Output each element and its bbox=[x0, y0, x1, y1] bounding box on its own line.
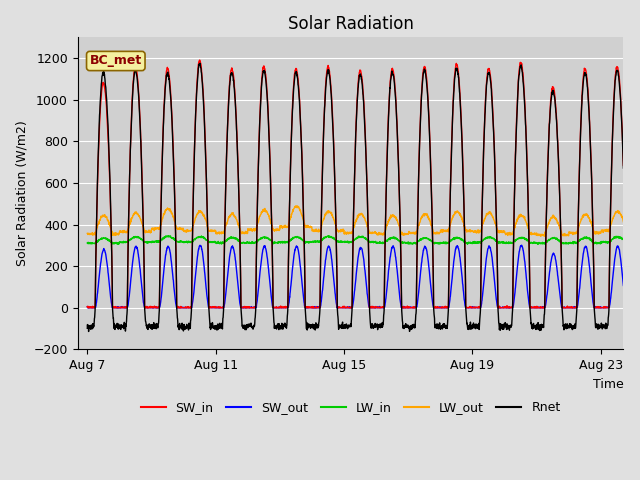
SW_out bbox=[248, 304, 255, 310]
LW_in bbox=[629, 240, 637, 245]
Y-axis label: Solar Radiation (W/m2): Solar Radiation (W/m2) bbox=[15, 120, 28, 266]
SW_out bbox=[83, 304, 91, 310]
Line: LW_out: LW_out bbox=[87, 206, 633, 236]
LW_out bbox=[201, 216, 209, 222]
Rnet bbox=[629, 327, 637, 333]
SW_in bbox=[84, 305, 92, 311]
Line: Rnet: Rnet bbox=[87, 63, 633, 332]
LW_in bbox=[514, 236, 522, 242]
SW_out bbox=[127, 282, 134, 288]
SW_out bbox=[514, 264, 522, 269]
SW_in bbox=[248, 304, 255, 310]
Line: SW_out: SW_out bbox=[87, 245, 633, 308]
SW_in bbox=[514, 90, 522, 96]
LW_in bbox=[202, 236, 209, 241]
X-axis label: Time: Time bbox=[593, 378, 623, 391]
LW_in bbox=[248, 240, 255, 245]
LW_out bbox=[537, 233, 545, 239]
LW_out bbox=[194, 210, 202, 216]
LW_in bbox=[83, 240, 91, 246]
Rnet bbox=[384, 136, 392, 142]
Rnet bbox=[514, 94, 522, 99]
SW_in bbox=[202, 144, 209, 150]
LW_out bbox=[247, 226, 255, 231]
Rnet bbox=[248, 323, 255, 329]
SW_in bbox=[196, 57, 204, 63]
SW_out bbox=[202, 276, 209, 281]
SW_in bbox=[127, 146, 134, 152]
LW_out bbox=[629, 228, 637, 234]
SW_out bbox=[195, 249, 202, 254]
LW_in bbox=[115, 241, 122, 247]
LW_in bbox=[127, 236, 134, 242]
LW_in bbox=[195, 235, 202, 240]
Rnet bbox=[202, 147, 209, 153]
SW_in bbox=[384, 134, 392, 140]
SW_out bbox=[629, 305, 637, 311]
Rnet bbox=[195, 70, 202, 75]
LW_out bbox=[83, 230, 91, 236]
Rnet bbox=[196, 60, 204, 66]
Rnet bbox=[84, 329, 92, 335]
LW_out bbox=[126, 218, 134, 224]
LW_out bbox=[514, 216, 522, 222]
Legend: SW_in, SW_out, LW_in, LW_out, Rnet: SW_in, SW_out, LW_in, LW_out, Rnet bbox=[136, 396, 566, 419]
LW_out bbox=[292, 203, 300, 209]
Line: LW_in: LW_in bbox=[87, 236, 633, 244]
Rnet bbox=[127, 147, 134, 153]
LW_out bbox=[383, 222, 391, 228]
Text: BC_met: BC_met bbox=[90, 55, 142, 68]
SW_in bbox=[195, 65, 202, 71]
Rnet bbox=[83, 325, 91, 331]
SW_out bbox=[518, 242, 525, 248]
LW_in bbox=[324, 233, 332, 239]
SW_out bbox=[383, 279, 391, 285]
Line: SW_in: SW_in bbox=[87, 60, 633, 308]
SW_in bbox=[629, 305, 637, 311]
SW_in bbox=[83, 304, 91, 310]
Title: Solar Radiation: Solar Radiation bbox=[287, 15, 413, 33]
LW_in bbox=[384, 238, 392, 243]
SW_out bbox=[84, 305, 92, 311]
